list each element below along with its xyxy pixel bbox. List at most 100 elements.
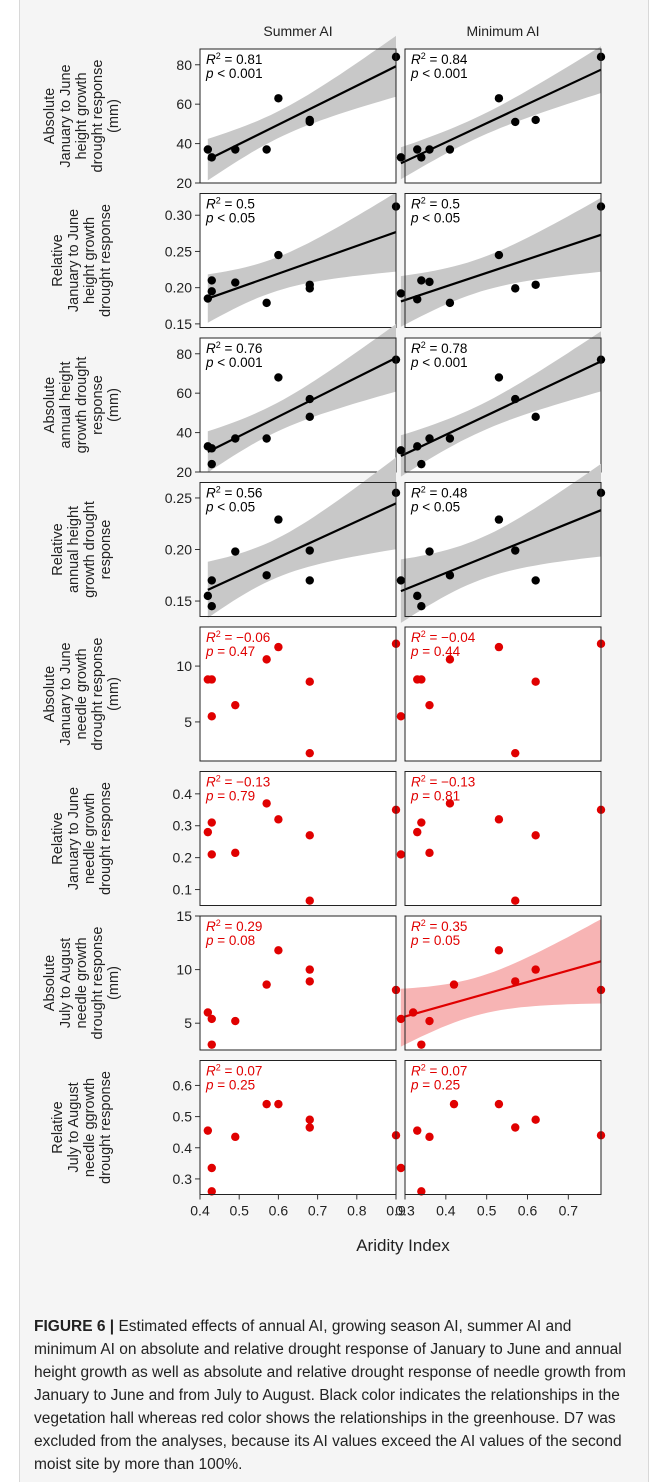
data-point: [274, 642, 283, 652]
data-point: [445, 145, 455, 154]
y-tick-label: 0.20: [165, 542, 192, 558]
data-point: [305, 394, 314, 404]
row-ylabel-line: drought response: [90, 638, 106, 751]
data-point: [203, 591, 213, 601]
confidence-band: [400, 919, 601, 1047]
confidence-band: [207, 457, 396, 618]
r2-annotation: R2 = 0.07: [411, 1063, 467, 1079]
x-tick-label: 0.6: [269, 1203, 289, 1219]
data-point: [207, 576, 216, 585]
data-point: [262, 145, 271, 154]
y-tick-label: 40: [176, 136, 192, 152]
data-point: [531, 831, 540, 840]
data-point: [417, 153, 426, 162]
p-annotation: p = 0.25: [205, 1078, 255, 1093]
data-point: [305, 546, 314, 555]
data-point: [274, 815, 283, 824]
panel-border: [199, 1060, 397, 1195]
y-tick-label: 0.15: [165, 316, 192, 332]
row-ylabel-line: annual height: [58, 361, 74, 448]
y-tick-label: 15: [176, 908, 192, 924]
data-point: [494, 1099, 504, 1109]
data-point: [262, 571, 271, 580]
data-point: [417, 276, 426, 285]
data-point: [531, 280, 540, 289]
data-point: [531, 1115, 540, 1124]
data-point: [445, 298, 455, 308]
data-point: [207, 675, 216, 684]
x-tick-label: 0.6: [518, 1203, 538, 1219]
y-tick-label: 0.4: [173, 786, 193, 802]
row-ylabel-line: Relative: [50, 523, 66, 575]
y-tick-label: 0.3: [173, 818, 193, 834]
y-tick-label: 0.20: [165, 280, 192, 296]
p-annotation: p = 0.47: [205, 644, 255, 659]
panel-border: [199, 626, 397, 762]
row-ylabel-line: Absolute: [42, 88, 58, 144]
data-point: [445, 571, 455, 580]
data-point: [231, 145, 240, 154]
panel-border: [199, 337, 397, 473]
data-point: [511, 977, 520, 986]
y-tick-label: 0.3: [173, 1171, 193, 1187]
x-axis-label: Aridity Index: [356, 1236, 450, 1255]
data-point: [262, 1099, 271, 1109]
panel-border: [199, 915, 397, 1051]
confidence-band: [400, 463, 601, 623]
panel-border: [404, 1060, 602, 1195]
data-point: [425, 145, 434, 154]
row-ylabel-line: Absolute: [42, 955, 58, 1011]
regression-line: [400, 68, 602, 165]
data-point: [305, 1115, 314, 1124]
p-annotation: p = 0.08: [205, 933, 255, 948]
data-point: [531, 412, 540, 422]
y-tick-label: 0.1: [173, 882, 193, 898]
data-point: [494, 815, 504, 824]
row-ylabel-line: response: [90, 375, 106, 435]
y-tick-label: 80: [176, 346, 192, 362]
r2-annotation: R2 = 0.5: [206, 196, 255, 212]
y-tick-label: 0.5: [173, 1109, 193, 1125]
data-point: [231, 1016, 240, 1026]
x-tick-label: 0.4: [436, 1203, 456, 1219]
p-annotation: p < 0.001: [205, 355, 263, 370]
p-annotation: p = 0.25: [410, 1078, 460, 1093]
column-title: Summer AI: [263, 23, 332, 39]
row-ylabel-line: height growth: [74, 72, 90, 159]
data-point: [262, 980, 271, 989]
data-point: [408, 1008, 418, 1017]
panel-background: [405, 771, 601, 906]
r2-annotation: R2 = 0.07: [206, 1063, 262, 1079]
row-ylabel-line: needle ggrowth: [82, 1078, 98, 1177]
data-point: [396, 289, 406, 298]
data-point: [425, 1016, 434, 1026]
x-tick-label: 0.8: [347, 1203, 367, 1219]
data-point: [262, 298, 271, 308]
data-point: [262, 655, 271, 664]
row-ylabel-line: growth drought: [74, 357, 90, 454]
r2-annotation: R2 = 0.84: [411, 51, 468, 67]
r2-annotation: R2 = 0.78: [411, 340, 467, 356]
y-tick-label: 0.4: [173, 1140, 193, 1156]
data-point: [274, 515, 283, 524]
data-point: [511, 748, 520, 758]
data-point: [425, 277, 434, 287]
data-point: [305, 280, 314, 289]
r2-annotation: R2 = −0.13: [411, 774, 475, 790]
data-point: [413, 442, 422, 451]
data-point: [305, 115, 314, 125]
panel-background: [405, 627, 601, 761]
data-point: [231, 700, 240, 710]
data-point: [203, 294, 213, 303]
confidence-band: [207, 35, 396, 181]
data-point: [396, 850, 406, 859]
panel-border: [404, 915, 602, 1051]
data-point: [274, 946, 283, 955]
row-ylabel-line: (mm): [106, 677, 122, 711]
data-point: [494, 94, 504, 103]
data-point: [417, 675, 426, 684]
regression-line: [207, 356, 397, 453]
regression-line: [400, 509, 602, 593]
data-point: [305, 748, 314, 758]
data-point: [494, 250, 504, 260]
